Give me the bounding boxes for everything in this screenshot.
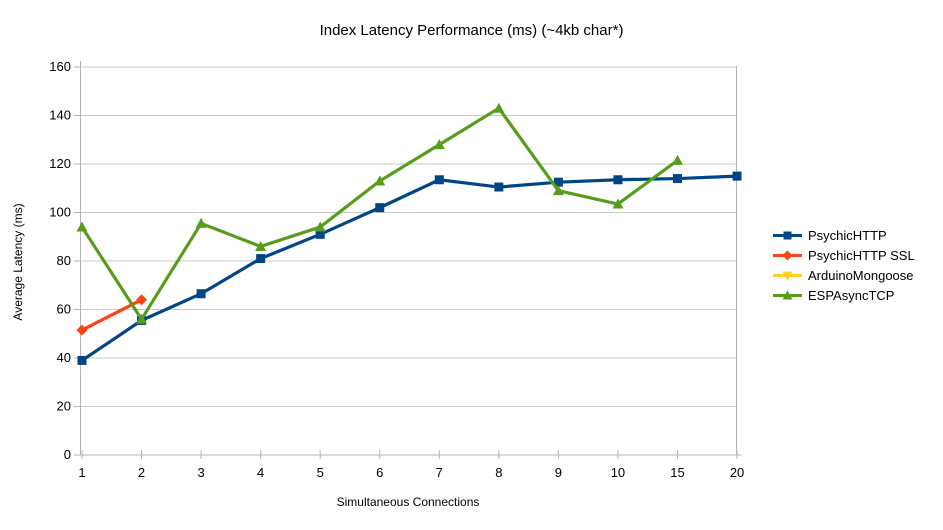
series-marker — [374, 175, 386, 186]
series-marker — [782, 290, 793, 299]
x-tick-label: 5 — [317, 465, 324, 480]
x-tick-label: 4 — [257, 465, 264, 480]
series-marker — [494, 182, 504, 192]
legend-label: ArduinoMongoose — [808, 267, 914, 283]
series-marker — [76, 324, 88, 336]
series-marker — [613, 175, 623, 185]
series-marker — [375, 203, 385, 213]
x-tick-label: 15 — [670, 465, 684, 480]
series-line-espasynctcp — [80, 106, 679, 323]
y-tick-label: 20 — [57, 399, 71, 414]
legend: PsychicHTTP PsychicHTTP SSL ArduinoMongoos… — [773, 225, 915, 305]
y-tick-label: 60 — [57, 302, 71, 317]
y-tick-label: 100 — [49, 205, 71, 220]
series-marker — [434, 175, 444, 185]
legend-label: PsychicHTTP SSL — [808, 247, 915, 263]
y-tick-label: 140 — [49, 108, 71, 123]
y-tick-label: 160 — [49, 59, 71, 74]
triangle-up-legend-marker-icon — [773, 290, 802, 299]
legend-item-espasynctcp: ESPAsyncTCP — [773, 285, 915, 305]
y-tick-label: 80 — [57, 253, 71, 268]
x-tick-label: 9 — [555, 465, 562, 480]
series-marker — [782, 250, 793, 260]
legend-item-psychichttp: PsychicHTTP — [773, 225, 915, 245]
series-marker — [196, 289, 206, 299]
x-tick-label: 3 — [197, 465, 204, 480]
series-marker — [255, 240, 267, 251]
x-tick-label: 7 — [436, 465, 443, 480]
x-tick-label: 1 — [78, 465, 85, 480]
series-marker — [314, 221, 326, 232]
legend-label: PsychicHTTP — [808, 227, 887, 243]
series-marker — [672, 154, 683, 165]
x-tick-label: 20 — [730, 465, 744, 480]
diamond-legend-marker-icon — [773, 250, 802, 260]
series-marker — [782, 271, 793, 280]
series-marker — [76, 221, 88, 232]
series-marker — [315, 229, 325, 239]
y-tick-label: 0 — [64, 447, 71, 462]
series-marker — [552, 185, 564, 196]
series-marker — [732, 171, 742, 181]
legend-item-arduinomongoose: ArduinoMongoose — [773, 265, 915, 285]
x-axis-title: Simultaneous Connections — [336, 495, 480, 509]
triangle-down-legend-marker-icon — [773, 271, 802, 280]
series-marker — [195, 217, 207, 228]
legend-item-psychichttp-ssl: PsychicHTTP SSL — [773, 245, 915, 265]
series-marker — [612, 198, 624, 209]
series-line-psychichttp — [81, 174, 738, 362]
square-legend-marker-icon — [773, 231, 802, 239]
series-marker — [493, 102, 505, 113]
series-marker — [673, 174, 682, 184]
series-marker — [136, 313, 148, 324]
x-tick-label: 8 — [495, 465, 502, 480]
x-tick-label: 10 — [611, 465, 625, 480]
chart-title: Index Latency Performance (ms) (~4kb cha… — [319, 22, 624, 39]
y-tick-label: 40 — [57, 350, 71, 365]
series-marker — [136, 294, 148, 306]
x-tick-label: 2 — [138, 465, 145, 480]
series-marker — [783, 231, 792, 239]
legend-label: ESPAsyncTCP — [808, 287, 895, 303]
series-marker — [256, 254, 266, 264]
x-tick-label: 6 — [376, 465, 383, 480]
series-marker — [433, 139, 445, 150]
series-marker — [77, 355, 87, 365]
series-marker — [553, 177, 563, 187]
y-tick-label: 120 — [49, 156, 71, 171]
